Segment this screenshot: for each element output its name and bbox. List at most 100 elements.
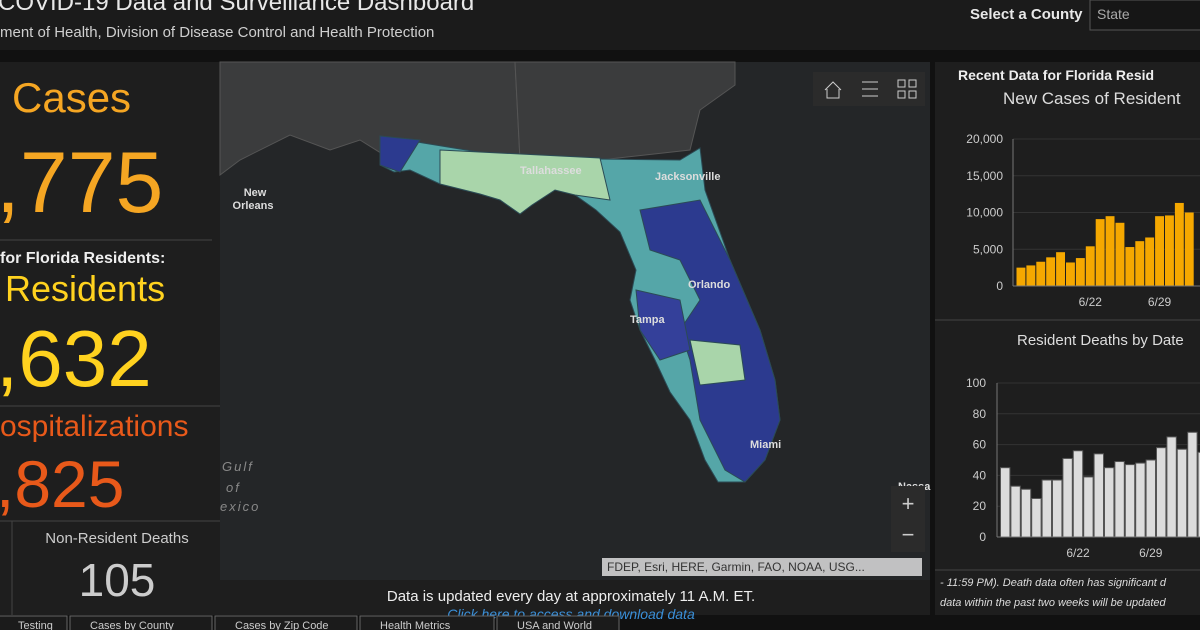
right-heading: Recent Data for Florida Resid: [958, 67, 1154, 83]
residents-value: ,632: [0, 314, 152, 403]
bar: [1114, 461, 1125, 538]
bar: [1031, 498, 1042, 538]
hospitalizations-value: ,825: [0, 447, 124, 521]
bar: [1020, 488, 1032, 538]
bar: [1145, 459, 1156, 538]
map-label: Jacksonville: [655, 171, 720, 183]
bar: [1176, 448, 1188, 538]
bar: [1104, 467, 1115, 538]
x-tick-label: 6/22: [1066, 546, 1090, 560]
map-label: of: [226, 480, 241, 495]
map-label: Tallahassee: [520, 165, 582, 177]
tab[interactable]: [496, 615, 620, 630]
tab[interactable]: [359, 615, 495, 630]
bar: [1036, 261, 1046, 286]
map-label: New: [244, 187, 267, 199]
bar: [1066, 262, 1075, 286]
y-tick-label: 15,000: [966, 169, 1003, 183]
region: [639, 199, 781, 483]
bar: [1145, 237, 1155, 286]
y-tick-label: 5,000: [973, 242, 1003, 256]
bar: [1187, 431, 1198, 538]
nonresident-label: Non-Resident Deaths: [45, 530, 188, 547]
county-value[interactable]: State: [1097, 6, 1130, 22]
bar: [1155, 216, 1164, 286]
bar: [1135, 462, 1146, 538]
note-line: data within the past two weeks will be u…: [940, 597, 1167, 609]
bar: [1095, 219, 1105, 286]
map-label: Gulf: [222, 459, 254, 474]
tab[interactable]: [214, 615, 358, 630]
bar: [1041, 479, 1052, 538]
y-tick-label: 0: [996, 279, 1003, 293]
cases-label: Cases: [12, 74, 131, 121]
bar: [1125, 247, 1135, 286]
region: [379, 135, 421, 173]
header-bar: [0, 0, 1200, 50]
tabs: Testing Cases by County Cases by Zip Code H…: [0, 615, 620, 630]
tab[interactable]: [69, 615, 213, 630]
subtitle: ment of Health, Division of Disease Cont…: [0, 24, 434, 41]
update-note: Data is updated every day at approximate…: [387, 588, 755, 605]
hospitalizations-label: ospitalizations: [0, 410, 188, 443]
tab-label[interactable]: Health Metrics: [380, 620, 451, 630]
tab-label[interactable]: USA and World: [517, 620, 592, 630]
bar: [1184, 212, 1194, 286]
note-line: - 11:59 PM). Death data often has signif…: [940, 577, 1167, 589]
map-label: exico: [220, 499, 260, 514]
bar: [1072, 450, 1084, 538]
bar: [1052, 479, 1063, 538]
x-tick-label: 6/22: [1079, 295, 1103, 309]
bar: [1156, 447, 1167, 538]
y-tick-label: 0: [979, 530, 986, 544]
attribution: FDEP, Esri, HERE, Garmin, FAO, NOAA, USG…: [607, 560, 865, 574]
bar: [1010, 485, 1021, 538]
bar: [1016, 267, 1026, 286]
map-label: Tampa: [630, 314, 666, 326]
map-label: Orlando: [688, 279, 730, 291]
residents-label: Residents: [5, 268, 165, 309]
zoom-in[interactable]: +: [902, 491, 915, 516]
bar: [1046, 257, 1056, 286]
tab[interactable]: [0, 615, 68, 630]
bar: [1083, 476, 1094, 538]
bar: [1115, 222, 1125, 286]
bar: [1000, 467, 1011, 538]
charts: New Cases of Resident 0 5,000 10,000 15,000 2…: [966, 89, 1200, 560]
y-tick-label: 80: [973, 407, 987, 421]
region: [439, 149, 611, 215]
x-tick-label: 6/29: [1139, 546, 1163, 560]
bar: [1165, 215, 1174, 286]
bar: [1166, 436, 1177, 538]
left-panel: [0, 62, 220, 615]
tab-label[interactable]: Cases by Zip Code: [235, 620, 329, 630]
legend-button[interactable]: [862, 81, 878, 97]
bar: [1174, 202, 1184, 286]
bar: [1062, 457, 1073, 538]
chart-title: Resident Deaths by Date: [1017, 332, 1184, 349]
chart-title: New Cases of Resident: [1003, 89, 1181, 108]
basemap-button[interactable]: [897, 79, 917, 99]
cases-value: ,775: [0, 135, 163, 231]
map-label: Orleans: [233, 200, 274, 212]
bar: [1124, 464, 1136, 538]
note-bar: [220, 580, 930, 615]
bar: [1075, 258, 1085, 286]
county-select[interactable]: [1089, 0, 1200, 31]
map-label: Miami: [750, 439, 781, 451]
y-tick-label: 20,000: [966, 132, 1003, 146]
bar: [1085, 246, 1095, 286]
tab-label[interactable]: Cases by County: [90, 620, 174, 630]
nonresident-value: 105: [79, 554, 156, 606]
region: [635, 289, 691, 361]
y-tick-label: 60: [973, 438, 987, 452]
tab-label[interactable]: Testing: [18, 620, 53, 630]
zoom-out[interactable]: −: [902, 522, 915, 547]
x-tick-label: 6/29: [1148, 295, 1172, 309]
region: [689, 339, 746, 386]
home-button[interactable]: [824, 81, 842, 99]
y-tick-label: 40: [973, 468, 987, 482]
bar: [1135, 241, 1145, 286]
county-label: Select a County: [970, 6, 1083, 23]
